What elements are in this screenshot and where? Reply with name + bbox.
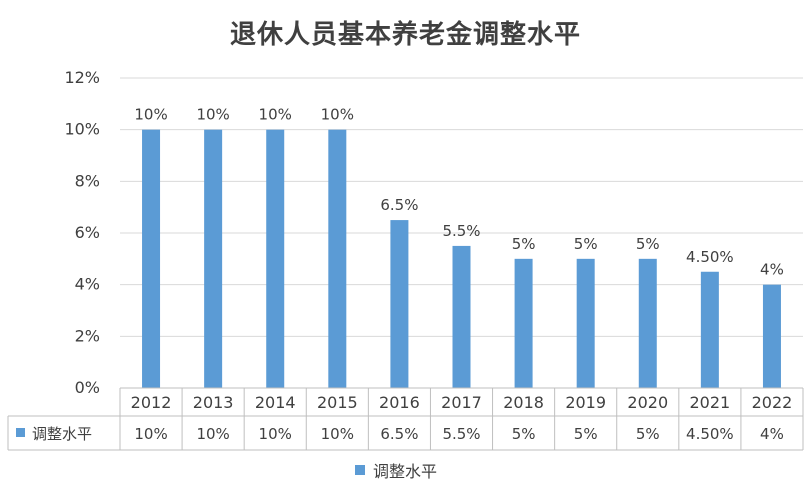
y-tick-label: 6%: [75, 223, 100, 242]
y-tick-label: 0%: [75, 378, 100, 397]
bar: [142, 129, 161, 388]
table-cell: 10%: [259, 425, 292, 443]
bar: [328, 129, 347, 388]
x-tick-label: 2022: [752, 393, 793, 412]
table-cell: 10%: [196, 425, 229, 443]
y-tick-label: 12%: [64, 68, 100, 87]
bar: [452, 245, 471, 388]
x-tick-label: 2015: [317, 393, 358, 412]
data-label: 10%: [196, 106, 229, 124]
chart-title: 退休人员基本养老金调整水平: [229, 20, 581, 50]
data-label: 4%: [760, 261, 784, 279]
table-cell: 4%: [760, 425, 784, 443]
table-cell: 10%: [134, 425, 167, 443]
x-tick-label: 2016: [379, 393, 420, 412]
data-label: 6.5%: [380, 196, 418, 214]
x-tick-label: 2020: [627, 393, 668, 412]
x-tick-label: 2018: [503, 393, 544, 412]
table-cell: 4.50%: [686, 425, 734, 443]
y-tick-label: 4%: [75, 275, 100, 294]
y-tick-label: 2%: [75, 326, 100, 345]
data-label: 10%: [259, 106, 292, 124]
bar: [514, 258, 533, 388]
data-label: 4.50%: [686, 248, 734, 266]
data-label: 5%: [574, 235, 598, 253]
data-label: 10%: [321, 106, 354, 124]
data-label: 10%: [134, 106, 167, 124]
bar: [576, 258, 595, 388]
x-tick-label: 2019: [565, 393, 606, 412]
x-tick-label: 2013: [193, 393, 234, 412]
table-cell: 5%: [574, 425, 598, 443]
legend: 调整水平: [355, 458, 437, 482]
x-tick-label: 2012: [131, 393, 172, 412]
bar: [700, 271, 719, 388]
table-cell: 6.5%: [380, 425, 418, 443]
bar: [390, 220, 409, 388]
bar: [266, 129, 285, 388]
x-tick-label: 2021: [690, 393, 731, 412]
legend-label: 调整水平: [373, 462, 438, 481]
table-cell: 5%: [512, 425, 536, 443]
legend-swatch: [355, 465, 365, 475]
data-label: 5.5%: [442, 222, 480, 240]
data-label: 5%: [636, 235, 660, 253]
table-cell: 5.5%: [442, 425, 480, 443]
bar: [638, 258, 657, 388]
bar: [204, 129, 223, 388]
table-row-header: 调整水平: [32, 425, 92, 443]
y-tick-label: 8%: [75, 171, 100, 190]
table-cell: 5%: [636, 425, 660, 443]
x-tick-label: 2014: [255, 393, 296, 412]
x-tick-label: 2017: [441, 393, 482, 412]
bar: [762, 284, 781, 388]
y-tick-label: 10%: [64, 120, 100, 139]
table-legend-swatch: [16, 428, 25, 437]
data-label: 5%: [512, 235, 536, 253]
table-cell: 10%: [321, 425, 354, 443]
